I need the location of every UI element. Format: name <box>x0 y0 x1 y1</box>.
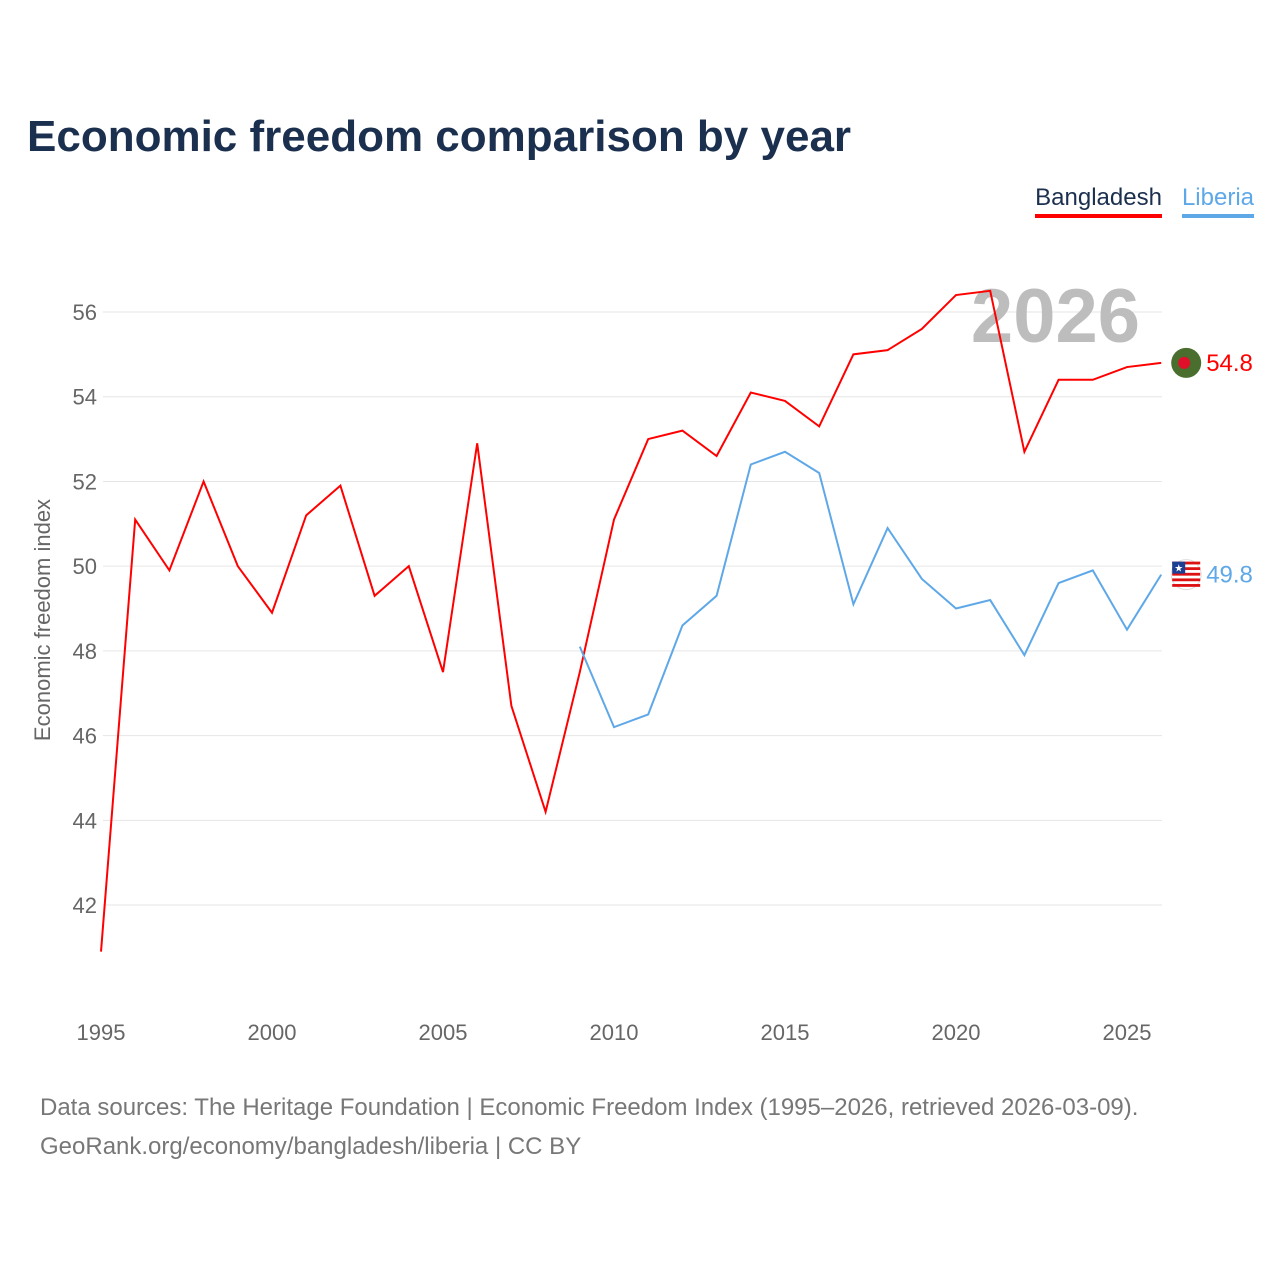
y-tick-label: 46 <box>73 724 97 749</box>
liberia-flag-star: ★ <box>1174 564 1183 575</box>
legend-bangladesh[interactable]: Bangladesh <box>1035 184 1162 218</box>
liberia-flag-stripe <box>1172 584 1201 587</box>
liberia-flag-stripe <box>1172 561 1201 565</box>
y-tick-label: 50 <box>73 554 97 579</box>
end-value-label: 49.8 <box>1206 562 1253 589</box>
liberia-flag-stripe <box>1172 572 1201 576</box>
y-tick-label: 54 <box>73 385 97 410</box>
x-tick-label: 2025 <box>1103 1020 1152 1045</box>
source-line-1: Data sources: The Heritage Foundation | … <box>40 1094 1139 1121</box>
y-tick-label: 52 <box>73 469 97 494</box>
chart-title: Economic freedom comparison by year <box>27 112 852 161</box>
y-tick-label: 48 <box>73 639 97 664</box>
series-line-liberia <box>578 450 1163 729</box>
y-tick-label: 44 <box>73 808 97 833</box>
x-tick-label: 2015 <box>761 1020 810 1045</box>
source-line-2[interactable]: GeoRank.org/economy/bangladesh/liberia |… <box>40 1133 582 1160</box>
legend-liberia[interactable]: Liberia <box>1181 184 1254 218</box>
source-note: Data sources: The Heritage Foundation | … <box>40 1088 1138 1166</box>
y-tick-label: 56 <box>73 300 97 325</box>
x-tick-label: 2000 <box>248 1020 297 1045</box>
liberia-flag-stripe <box>1172 578 1201 582</box>
end-value-label: 54.8 <box>1206 350 1253 377</box>
x-tick-label: 2005 <box>419 1020 468 1045</box>
x-tick-label: 2020 <box>932 1020 981 1045</box>
liberia-flag-stripe <box>1172 567 1201 571</box>
legend: Bangladesh Liberia <box>1035 184 1254 218</box>
year-watermark: 2026 <box>971 274 1140 359</box>
series-line-bangladesh <box>100 289 1162 952</box>
x-tick-label: 1995 <box>77 1020 126 1045</box>
bangladesh-flag-disc <box>1178 356 1191 369</box>
x-tick-label: 2010 <box>590 1020 639 1045</box>
liberia-flag-canton <box>1172 561 1186 574</box>
y-tick-label: 42 <box>73 893 97 918</box>
y-axis-label: Economic freedom index <box>30 499 55 741</box>
